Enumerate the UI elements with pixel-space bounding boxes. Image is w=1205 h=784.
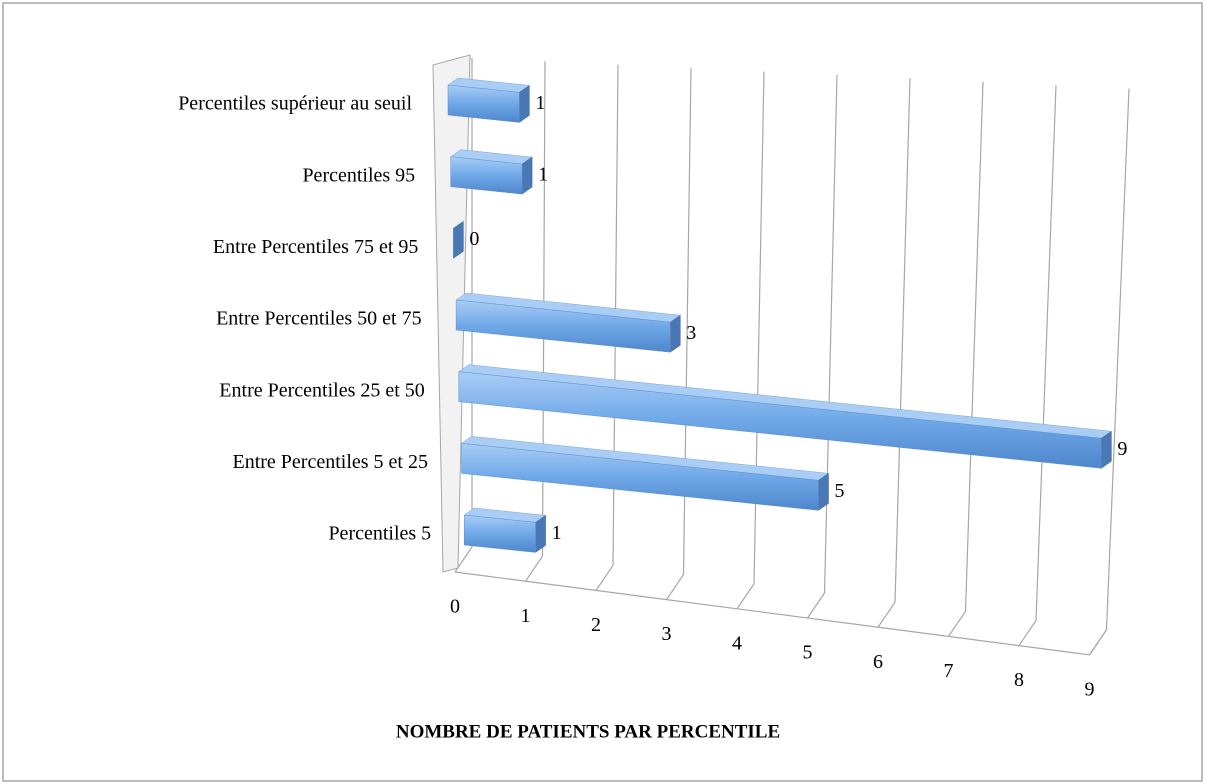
y-tick-label: Entre Percentiles 25 et 50 (219, 379, 425, 401)
data-label: 1 (538, 164, 548, 186)
x-tick-label: 6 (873, 651, 883, 673)
grid-line (525, 61, 546, 582)
bar (461, 443, 819, 511)
grid-line (807, 74, 838, 619)
data-label: 0 (469, 228, 479, 250)
data-label: 1 (552, 522, 562, 544)
x-axis-title: NOMBRE DE PATIENTS PAR PERCENTILE (396, 721, 780, 742)
grid-line (948, 81, 984, 637)
data-label: 5 (835, 480, 845, 502)
x-tick-label: 8 (1014, 669, 1024, 691)
data-label: 1 (535, 92, 545, 114)
grid-line (595, 64, 619, 591)
x-tick-label: 3 (662, 623, 672, 645)
grid-line (877, 78, 911, 628)
grid-line (1018, 85, 1057, 646)
x-tick-label: 4 (732, 632, 742, 654)
bar (455, 299, 671, 353)
y-tick-label: Entre Percentiles 75 et 95 (213, 236, 419, 258)
bar (463, 514, 536, 553)
grid-line (736, 71, 765, 610)
x-tick-label: 9 (1085, 678, 1095, 700)
y-tick-label: Entre Percentiles 50 et 75 (216, 308, 422, 330)
y-tick-label: Entre Percentiles 5 et 25 (233, 451, 429, 473)
x-tick-label: 5 (803, 642, 813, 664)
x-tick-label: 7 (944, 660, 954, 682)
bar (447, 84, 520, 123)
y-tick-label: Percentiles supérieur au seuil (178, 93, 412, 115)
x-tick-label: 2 (591, 614, 601, 636)
data-label: 3 (686, 322, 696, 344)
grid-line (454, 58, 473, 573)
grid-line (666, 68, 692, 600)
x-tick-label: 0 (450, 596, 460, 618)
x-tick-label: 1 (521, 605, 531, 627)
bar (450, 156, 523, 195)
grid-line (1089, 88, 1130, 656)
data-label: 9 (1117, 438, 1127, 460)
bar (458, 371, 1102, 469)
y-tick-label: Percentiles 95 (302, 164, 415, 186)
y-tick-label: Percentiles 5 (328, 523, 431, 545)
